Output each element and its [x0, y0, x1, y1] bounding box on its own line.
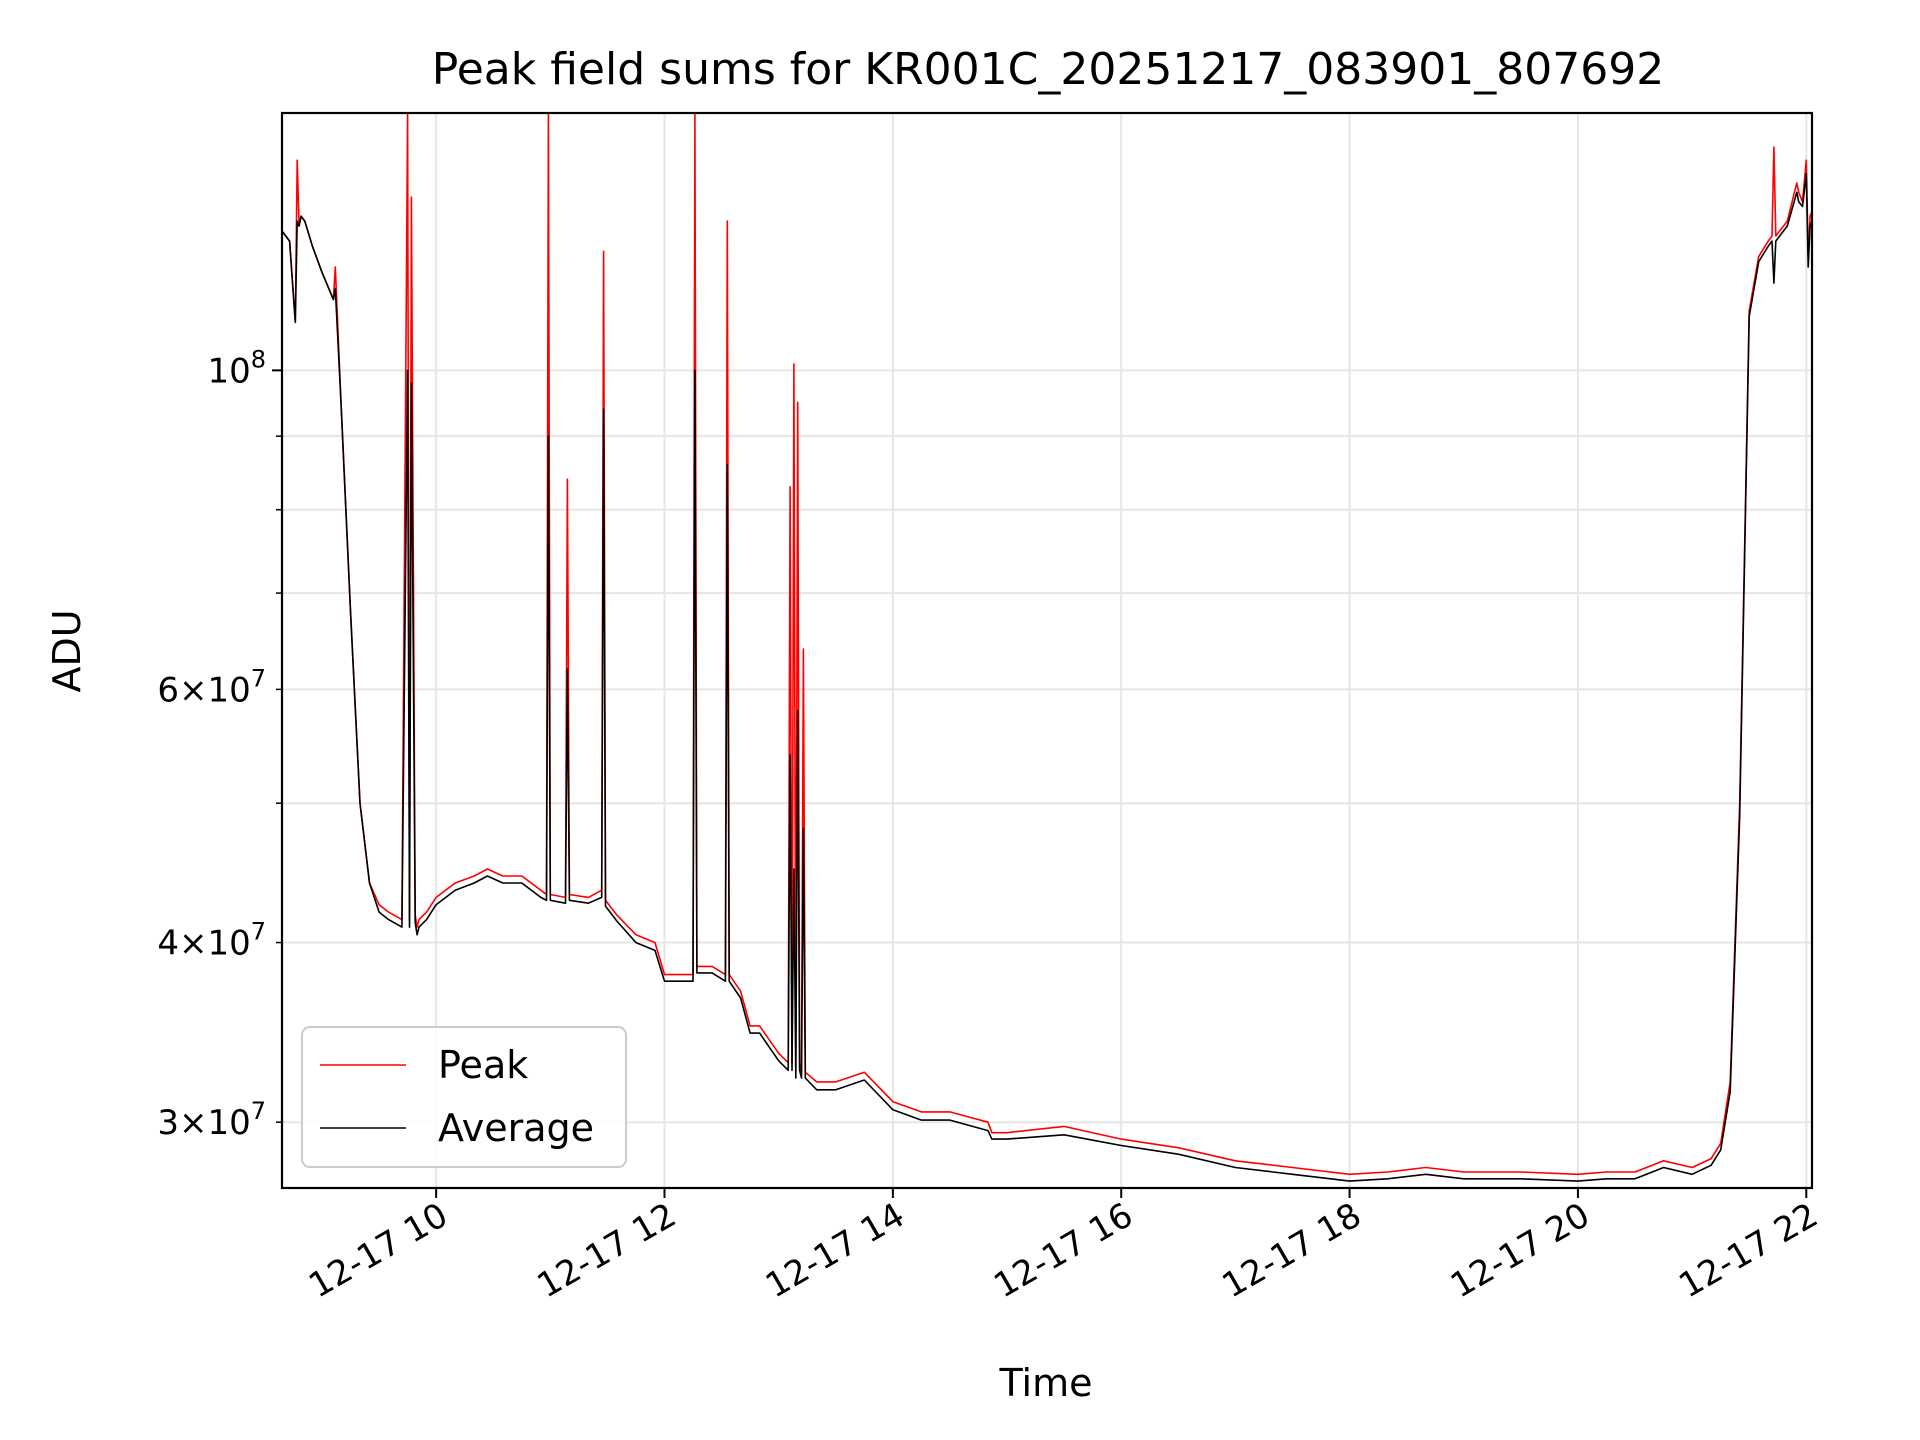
- y-axis-label: ADU: [45, 609, 89, 692]
- y-tick-label: 3×107: [157, 1097, 266, 1143]
- legend: Peak Average: [301, 1026, 627, 1168]
- y-tick-label: 4×107: [157, 918, 266, 964]
- chart-title: Peak field sums for KR001C_20251217_0839…: [432, 44, 1664, 95]
- legend-box: [301, 1026, 627, 1168]
- axes-frame: [280, 111, 1814, 1190]
- x-axis-label: Time: [999, 1361, 1093, 1405]
- legend-label-peak: Peak: [438, 1043, 528, 1087]
- series-line-average: [282, 173, 1812, 1182]
- y-axis: 3×107 4×107 6×107 108: [157, 345, 282, 1143]
- plot-area: [282, 113, 1812, 1182]
- y-tick-label: 6×107: [157, 664, 266, 710]
- y-tick-label-major: 108: [207, 345, 266, 391]
- legend-label-average: Average: [438, 1106, 594, 1150]
